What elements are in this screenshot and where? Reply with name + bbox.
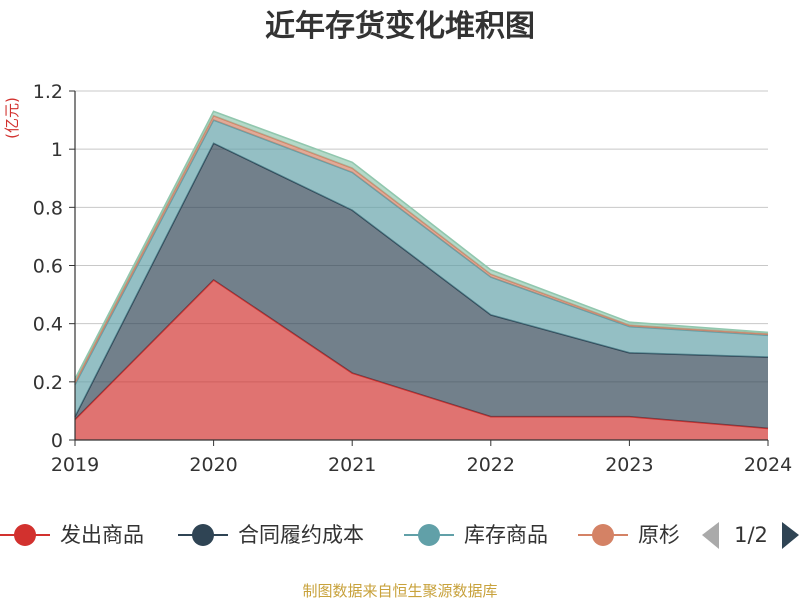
legend-label: 发出商品 (60, 523, 144, 547)
y-axis-unit-label: (亿元) (3, 97, 21, 139)
legend-page-indicator: 1/2 (734, 523, 768, 547)
legend-dot-icon (192, 524, 214, 546)
x-tick-label: 2019 (51, 454, 99, 476)
legend: 发出商品 合同履约成本 库存商品 原杉 (0, 523, 680, 547)
legend-label: 原杉 (638, 523, 680, 547)
chart-title: 近年存货变化堆积图 (265, 9, 535, 44)
legend-next-icon[interactable] (782, 522, 799, 549)
data-source-note: 制图数据来自恒生聚源数据库 (302, 582, 497, 600)
legend-prev-icon[interactable] (702, 522, 719, 549)
legend-item-4[interactable]: 原杉 (578, 523, 680, 547)
y-tick-label: 0.8 (33, 197, 63, 219)
area-series-line-5 (74, 110, 769, 380)
y-tick-label: 1.2 (33, 81, 63, 103)
y-tick-label: 0.6 (33, 256, 63, 278)
x-tick-label: 2020 (189, 454, 237, 476)
y-tick-label: 0.2 (33, 372, 63, 394)
x-tick-labels: 2019 2020 2021 2022 2023 2024 (51, 440, 792, 476)
y-tick-label: 0.4 (33, 314, 63, 336)
x-tick-label: 2022 (467, 454, 515, 476)
area-series-1 (75, 280, 768, 440)
x-tick-label: 2024 (744, 454, 792, 476)
legend-dot-icon (592, 524, 614, 546)
legend-dot-icon (14, 524, 36, 546)
legend-label: 合同履约成本 (238, 523, 364, 547)
y-tick-labels: 0 0.2 0.4 0.6 0.8 1 1.2 (33, 81, 75, 452)
legend-pager: 1/2 (702, 522, 799, 549)
area-series-group (74, 110, 769, 440)
x-tick-label: 2023 (605, 454, 653, 476)
x-tick-label: 2021 (328, 454, 376, 476)
legend-item-2[interactable]: 合同履约成本 (178, 523, 364, 547)
area-series-2 (75, 143, 768, 429)
area-series-3 (75, 120, 768, 417)
y-tick-label: 0 (51, 430, 63, 452)
y-tick-label: 1 (51, 139, 63, 161)
legend-label: 库存商品 (464, 523, 548, 547)
legend-dot-icon (418, 524, 440, 546)
legend-item-3[interactable]: 库存商品 (404, 523, 548, 547)
legend-item-1[interactable]: 发出商品 (0, 523, 144, 547)
